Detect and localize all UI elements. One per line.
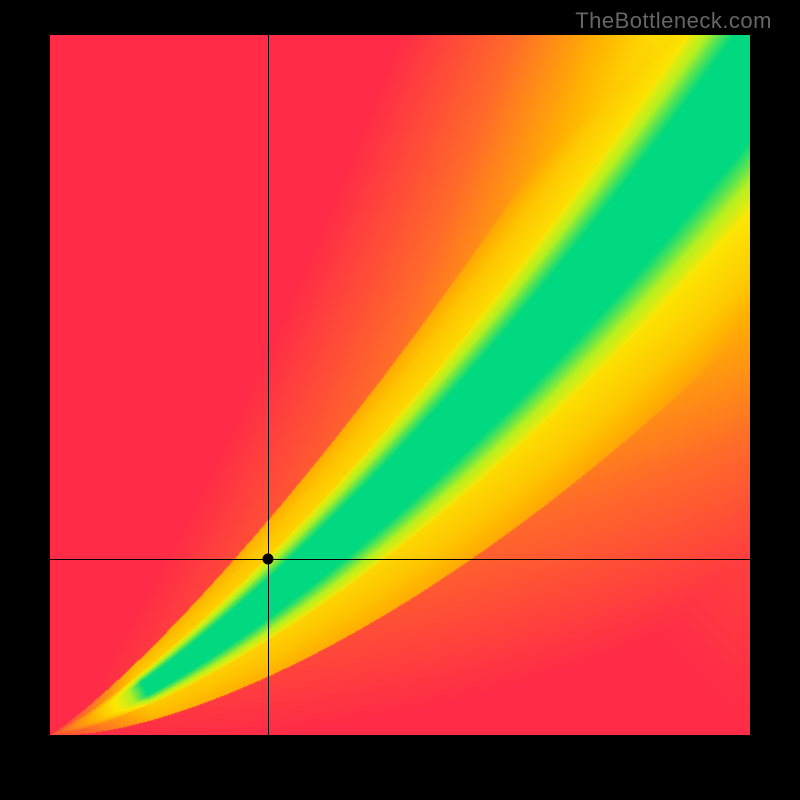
marker-dot — [263, 553, 274, 564]
watermark-text: TheBottleneck.com — [575, 8, 772, 34]
crosshair-vertical — [268, 35, 269, 735]
crosshair-horizontal — [50, 559, 750, 560]
heatmap-canvas — [50, 35, 750, 735]
heatmap-plot — [50, 35, 750, 735]
